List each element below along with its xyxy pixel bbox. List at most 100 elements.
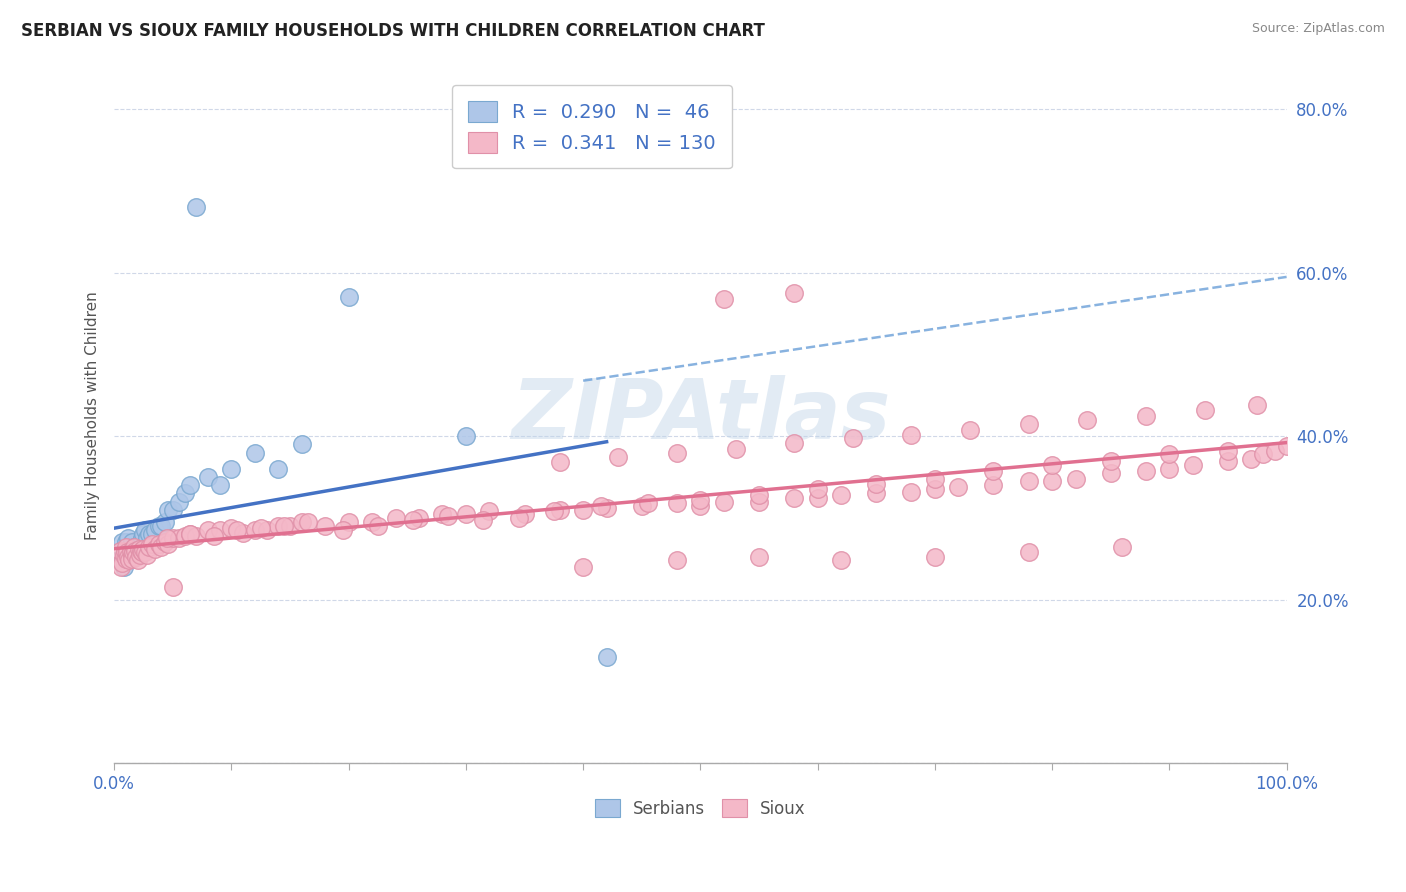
Point — [783, 435, 806, 450]
Point — [1246, 398, 1268, 412]
Point — [572, 560, 595, 574]
Point — [120, 543, 142, 558]
Point — [807, 491, 830, 505]
Point — [243, 523, 266, 537]
Point — [807, 483, 830, 497]
Point — [121, 548, 143, 562]
Point — [713, 494, 735, 508]
Point — [273, 519, 295, 533]
Point — [665, 445, 688, 459]
Point — [122, 543, 145, 558]
Point — [548, 503, 571, 517]
Point — [983, 478, 1005, 492]
Point — [143, 523, 166, 537]
Point — [432, 507, 454, 521]
Point — [129, 548, 152, 562]
Point — [1275, 439, 1298, 453]
Point — [108, 543, 131, 558]
Point — [337, 290, 360, 304]
Point — [112, 548, 135, 562]
Point — [111, 556, 134, 570]
Point — [148, 537, 170, 551]
Point — [128, 542, 150, 557]
Text: ZIPAtlas: ZIPAtlas — [510, 376, 890, 457]
Point — [156, 532, 179, 546]
Y-axis label: Family Households with Children: Family Households with Children — [86, 292, 100, 541]
Point — [121, 535, 143, 549]
Point — [221, 462, 243, 476]
Point — [595, 649, 617, 664]
Point — [1240, 452, 1263, 467]
Point — [748, 550, 770, 565]
Point — [111, 535, 134, 549]
Point — [830, 553, 852, 567]
Point — [179, 527, 201, 541]
Point — [689, 493, 711, 508]
Point — [595, 501, 617, 516]
Point — [361, 515, 384, 529]
Point — [1216, 454, 1239, 468]
Point — [129, 535, 152, 549]
Point — [115, 540, 138, 554]
Point — [179, 527, 201, 541]
Point — [408, 511, 430, 525]
Point — [472, 513, 495, 527]
Point — [173, 529, 195, 543]
Point — [402, 513, 425, 527]
Point — [1194, 403, 1216, 417]
Point — [122, 540, 145, 554]
Point — [1181, 458, 1204, 472]
Point — [267, 519, 290, 533]
Point — [1018, 545, 1040, 559]
Point — [138, 527, 160, 541]
Point — [162, 581, 184, 595]
Point — [665, 553, 688, 567]
Point — [134, 545, 156, 559]
Point — [179, 478, 201, 492]
Point — [243, 445, 266, 459]
Point — [115, 548, 138, 562]
Point — [478, 504, 501, 518]
Point — [167, 532, 190, 546]
Point — [924, 550, 946, 565]
Point — [162, 503, 184, 517]
Point — [865, 476, 887, 491]
Point — [1216, 444, 1239, 458]
Point — [713, 292, 735, 306]
Point — [148, 519, 170, 533]
Point — [900, 484, 922, 499]
Point — [124, 543, 146, 558]
Point — [1135, 409, 1157, 423]
Point — [117, 550, 139, 565]
Point — [125, 548, 148, 562]
Point — [384, 511, 406, 525]
Point — [150, 519, 173, 533]
Point — [115, 535, 138, 549]
Point — [337, 515, 360, 529]
Point — [924, 483, 946, 497]
Point — [208, 523, 231, 537]
Point — [367, 519, 389, 533]
Point — [128, 543, 150, 558]
Point — [724, 442, 747, 456]
Point — [454, 429, 477, 443]
Point — [291, 437, 314, 451]
Point — [256, 523, 278, 537]
Point — [548, 455, 571, 469]
Point — [297, 515, 319, 529]
Point — [900, 427, 922, 442]
Point — [118, 553, 141, 567]
Point — [114, 543, 136, 558]
Point — [783, 286, 806, 301]
Point — [122, 540, 145, 554]
Point — [689, 499, 711, 513]
Point — [1064, 472, 1087, 486]
Point — [134, 523, 156, 537]
Point — [1251, 447, 1274, 461]
Point — [115, 551, 138, 566]
Point — [127, 553, 149, 567]
Point — [748, 494, 770, 508]
Point — [141, 537, 163, 551]
Point — [1099, 466, 1122, 480]
Point — [1159, 447, 1181, 461]
